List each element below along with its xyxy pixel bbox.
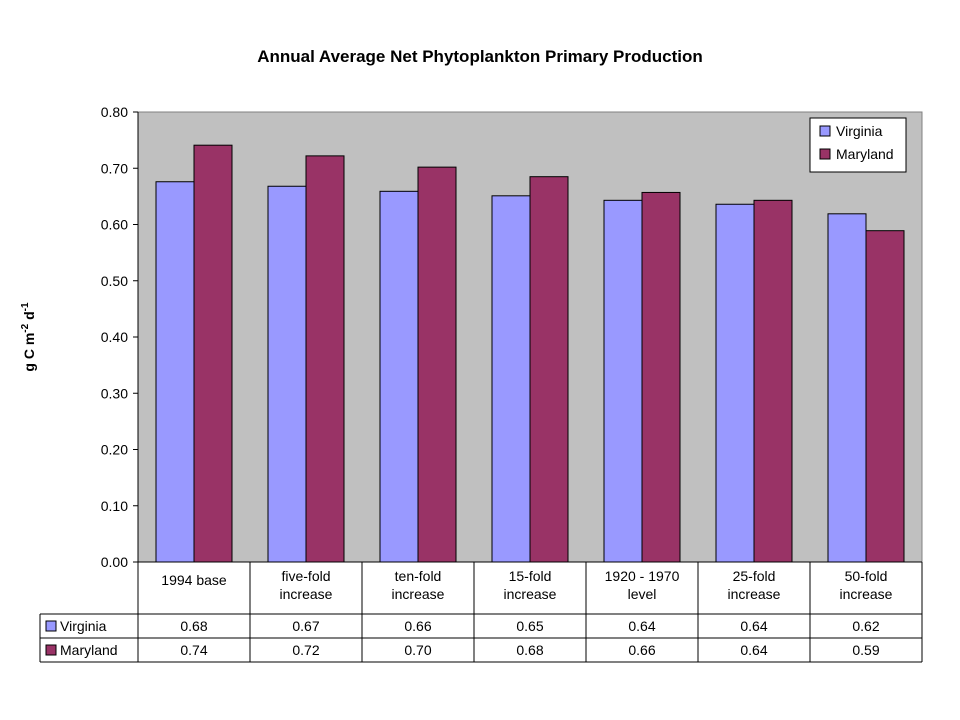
x-category-label: increase bbox=[728, 586, 781, 602]
bar-maryland bbox=[641, 191, 681, 563]
x-category-label: 1994 base bbox=[161, 572, 227, 588]
table-value: 0.64 bbox=[628, 618, 655, 634]
x-category-label: increase bbox=[840, 586, 893, 602]
y-axis-label-part: g C m bbox=[21, 333, 37, 372]
table-value: 0.64 bbox=[740, 618, 767, 634]
bar-virginia bbox=[267, 185, 307, 563]
y-axis-label: g C m-2 d-1 bbox=[20, 302, 37, 372]
table-value: 0.64 bbox=[740, 642, 767, 658]
legend-swatch bbox=[819, 148, 831, 160]
table-value: 0.68 bbox=[180, 618, 207, 634]
bar-maryland bbox=[865, 230, 905, 563]
x-category-label: 1920 - 1970 bbox=[605, 568, 680, 584]
legend-label: Virginia bbox=[836, 123, 883, 139]
y-tick-label: 0.50 bbox=[101, 273, 128, 289]
x-category-label: increase bbox=[392, 586, 445, 602]
y-tick-label: 0.30 bbox=[101, 385, 128, 401]
table-value: 0.72 bbox=[292, 642, 319, 658]
bar-maryland bbox=[753, 199, 793, 563]
y-tick-label: 0.40 bbox=[101, 329, 128, 345]
x-category-label: 15-fold bbox=[509, 568, 552, 584]
bar-virginia bbox=[715, 203, 755, 563]
bar-virginia bbox=[827, 213, 867, 563]
bar-virginia bbox=[379, 190, 419, 563]
y-tick-label: 0.00 bbox=[101, 554, 128, 570]
x-category-label: level bbox=[628, 586, 657, 602]
bar-maryland bbox=[305, 155, 345, 563]
x-category-label: increase bbox=[504, 586, 557, 602]
bar-maryland bbox=[529, 176, 569, 563]
x-category-label: 50-fold bbox=[845, 568, 888, 584]
table-series-name: Virginia bbox=[60, 618, 107, 634]
x-category-label: five-fold bbox=[281, 568, 330, 584]
table-value: 0.66 bbox=[404, 618, 431, 634]
bar-virginia bbox=[155, 181, 195, 563]
y-tick-label: 0.70 bbox=[101, 160, 128, 176]
y-tick-label: 0.60 bbox=[101, 217, 128, 233]
x-category-label: ten-fold bbox=[395, 568, 442, 584]
table-value: 0.67 bbox=[292, 618, 319, 634]
y-axis-label-superscript: -1 bbox=[20, 302, 31, 311]
table-value: 0.70 bbox=[404, 642, 431, 658]
bar-maryland bbox=[417, 166, 457, 563]
x-category-label: 25-fold bbox=[733, 568, 776, 584]
table-value: 0.74 bbox=[180, 642, 207, 658]
bar-maryland bbox=[193, 144, 233, 563]
table-value: 0.66 bbox=[628, 642, 655, 658]
bar-virginia bbox=[603, 199, 643, 563]
table-legend-swatch bbox=[45, 620, 57, 632]
legend-label: Maryland bbox=[836, 146, 894, 162]
table-legend-swatch bbox=[45, 644, 57, 656]
legend-swatch bbox=[819, 125, 831, 137]
y-tick-label: 0.80 bbox=[101, 104, 128, 120]
table-value: 0.62 bbox=[852, 618, 879, 634]
y-axis-label-superscript: -2 bbox=[20, 323, 31, 332]
chart-title: Annual Average Net Phytoplankton Primary… bbox=[257, 47, 703, 66]
table-value: 0.59 bbox=[852, 642, 879, 658]
y-tick-label: 0.20 bbox=[101, 442, 128, 458]
table-series-name: Maryland bbox=[60, 642, 118, 658]
x-category-label: increase bbox=[280, 586, 333, 602]
table-value: 0.65 bbox=[516, 618, 543, 634]
bar-virginia bbox=[491, 195, 531, 563]
y-axis-label-part: d bbox=[21, 311, 37, 323]
y-tick-label: 0.10 bbox=[101, 498, 128, 514]
table-value: 0.68 bbox=[516, 642, 543, 658]
